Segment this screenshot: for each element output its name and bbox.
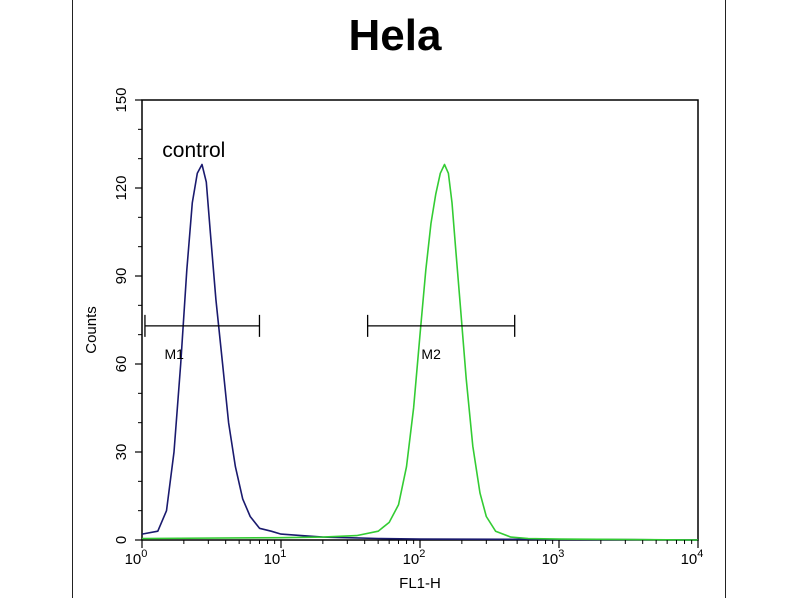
y-tick-label: 120 bbox=[113, 175, 130, 200]
x-axis-label: FL1-H bbox=[399, 575, 441, 592]
y-tick-label: 30 bbox=[113, 444, 130, 461]
x-tick-label: 100 bbox=[125, 548, 148, 568]
series-line-1 bbox=[141, 163, 699, 541]
marker-label: M2 bbox=[421, 346, 441, 362]
series-line-2 bbox=[141, 163, 699, 541]
marker-m1: M1 bbox=[144, 314, 261, 362]
y-tick-label: 90 bbox=[113, 268, 130, 285]
x-tick-label: 101 bbox=[264, 548, 287, 568]
x-tick-exponent: 0 bbox=[141, 548, 147, 560]
y-tick-label: 60 bbox=[113, 356, 130, 373]
x-tick-exponent: 4 bbox=[697, 548, 703, 560]
marker-label: M1 bbox=[164, 346, 184, 362]
annotation-layer: control bbox=[162, 139, 225, 162]
y-axis-label: Counts bbox=[83, 306, 100, 354]
x-tick-label: 102 bbox=[403, 548, 426, 568]
x-tick-exponent: 2 bbox=[419, 548, 425, 560]
marker-m2: M2 bbox=[366, 314, 516, 362]
y-tick-label: 150 bbox=[113, 87, 130, 112]
y-tick-label: 0 bbox=[113, 536, 130, 544]
x-tick-label: 104 bbox=[681, 548, 704, 568]
plot-area bbox=[141, 99, 699, 541]
y-axis-ticks: 0 30 60 90 120 150 bbox=[113, 87, 142, 544]
annotation-control: control bbox=[162, 139, 225, 162]
x-tick-label: 103 bbox=[542, 548, 565, 568]
x-axis-ticks: 100 101 102 103 104 bbox=[125, 540, 704, 568]
x-tick-exponent: 1 bbox=[280, 548, 286, 560]
figure-frame bbox=[72, 0, 726, 598]
chart-title: Hela bbox=[349, 11, 442, 60]
marker-layer: M1 M2 bbox=[144, 314, 516, 362]
x-tick-exponent: 3 bbox=[558, 548, 564, 560]
series-layer bbox=[141, 163, 699, 541]
